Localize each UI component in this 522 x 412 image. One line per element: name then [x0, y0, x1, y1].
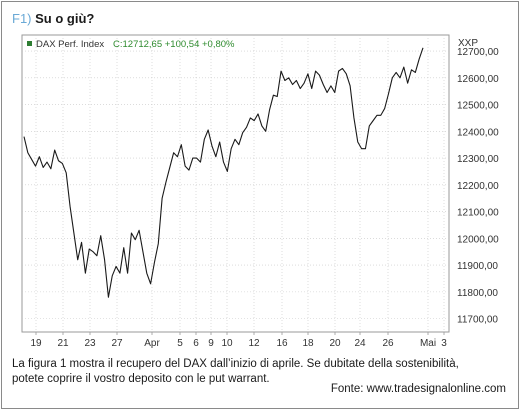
x-tick-label: 10 [221, 338, 233, 349]
plot-area [21, 34, 450, 333]
source-credit: Fonte: www.tradesignalonline.com [330, 383, 506, 395]
y-tick-label: 11800,00 [457, 288, 498, 299]
figure-title: F1) Su o giù? [12, 11, 94, 27]
caption-line-1: La figura 1 mostra il recupero del DAX d… [12, 358, 459, 370]
x-tick-label: 20 [329, 338, 341, 349]
x-tick-label: 9 [208, 338, 214, 349]
y-tick-label: 12700,00 [457, 47, 499, 58]
x-tick-label: 19 [30, 338, 42, 349]
x-tick-label: 24 [354, 338, 366, 349]
y-tick-label: 12500,00 [457, 101, 499, 112]
legend-marker [27, 41, 32, 46]
figure-title-text: Su o giù? [35, 11, 95, 26]
y-axis-label: XXP [458, 38, 478, 49]
x-tick-label: 27 [111, 338, 123, 349]
x-tick-label: 21 [57, 338, 69, 349]
x-tick-label: 3 [441, 338, 447, 349]
x-tick-label: Mai [420, 338, 436, 349]
legend-stats: C:12712,65 +100,54 +0,80% [113, 39, 235, 50]
x-tick-label: 12 [248, 338, 260, 349]
x-tick-label: Apr [144, 338, 160, 349]
x-tick-label: 18 [302, 338, 314, 349]
x-tick-label: 26 [382, 338, 394, 349]
y-tick-label: 12300,00 [457, 154, 499, 165]
y-tick-label: 11900,00 [457, 261, 498, 272]
x-tick-label: 5 [177, 338, 183, 349]
y-tick-label: 12100,00 [457, 208, 499, 219]
x-tick-label: 6 [193, 338, 199, 349]
y-tick-label: 12400,00 [457, 127, 499, 138]
legend-label: DAX Perf. Index [36, 39, 104, 50]
y-tick-label: 12600,00 [457, 74, 499, 85]
dax-series-line [23, 47, 424, 298]
y-tick-label: 11700,00 [457, 315, 498, 326]
x-tick-label: 16 [276, 338, 288, 349]
figure-caption: La figura 1 mostra il recupero del DAX d… [12, 357, 512, 387]
x-tick-label: 23 [84, 338, 96, 349]
caption-line-2: potete coprire il vostro deposito con le… [12, 373, 270, 385]
figure-number: F1) [12, 11, 32, 26]
y-tick-label: 12200,00 [457, 181, 499, 192]
y-tick-label: 12000,00 [457, 234, 499, 245]
